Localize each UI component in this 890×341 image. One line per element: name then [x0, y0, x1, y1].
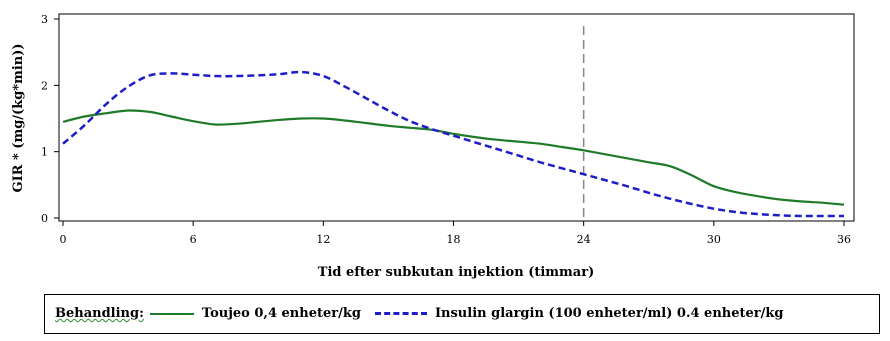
legend: Behandling: Toujeo 0,4 enheter/kg Insuli…: [44, 294, 880, 334]
y-tick-label: 0: [41, 212, 48, 225]
legend-swatch-toujeo: [149, 312, 194, 315]
legend-title: Behandling:: [55, 306, 144, 321]
legend-row: Behandling: Toujeo 0,4 enheter/kg Insuli…: [55, 306, 795, 321]
x-tick-label: 36: [837, 233, 851, 246]
x-tick-label: 18: [447, 233, 461, 246]
y-axis-title: GIR * (mg/(kg*min)): [11, 43, 26, 192]
y-tick-label: 3: [41, 13, 48, 26]
x-tick-label: 12: [316, 233, 330, 246]
y-tick-label: 1: [41, 146, 48, 159]
x-axis: 0 6 12 18 24 30 36: [60, 221, 851, 246]
series-line-glargin: [62, 70, 844, 218]
plot-frame: [58, 13, 855, 222]
series-line-toujeo: [62, 109, 845, 206]
legend-label-glargin: Insulin glargin (100 enheter/ml) 0.4 enh…: [434, 306, 784, 321]
x-tick-label: 6: [190, 233, 197, 246]
y-axis: 0 1 2 3: [41, 13, 59, 225]
x-tick-label: 24: [577, 233, 591, 246]
series-layer: [62, 70, 845, 218]
x-tick-label: 0: [60, 233, 67, 246]
y-tick-label: 2: [41, 79, 48, 92]
x-tick-label: 30: [707, 233, 721, 246]
x-axis-title: Tid efter subkutan injektion (timmar): [318, 265, 594, 280]
legend-swatch-glargin: [374, 312, 427, 315]
legend-label-toujeo: Toujeo 0,4 enheter/kg: [201, 306, 361, 321]
